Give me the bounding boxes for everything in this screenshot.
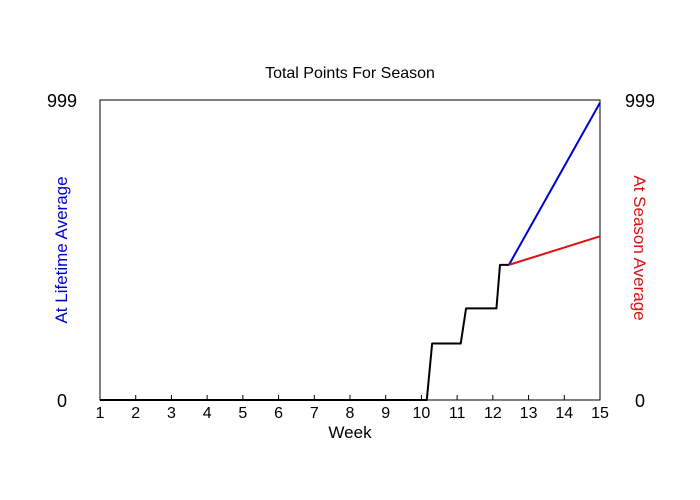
plot-area [99,99,601,401]
x-tick-label: 5 [238,405,247,422]
x-tick-label: 1 [96,405,105,422]
x-tick-label: 15 [591,405,609,422]
x-tick-label: 3 [167,405,176,422]
x-tick-label: 14 [555,405,573,422]
x-tick-label: 10 [413,405,431,422]
chart-title: Total Points For Season [265,65,435,82]
x-tick-label: 6 [274,405,283,422]
series-group [100,102,601,401]
series-line-lifetime [508,102,601,266]
x-axis-ticks: 1 2 3 4 5 6 7 8 9 10 11 12 13 14 15 [96,395,609,422]
x-tick-label: 9 [381,405,390,422]
left-axis-label: At Lifetime Average [52,176,71,323]
x-tick-label: 12 [484,405,502,422]
x-tick-label: 13 [520,405,538,422]
series-line-actual [100,263,509,401]
left-axis-max-label: 999 [47,91,77,111]
x-tick-label: 11 [449,405,466,422]
x-tick-label: 4 [203,405,212,422]
x-tick-label: 8 [346,405,355,422]
right-axis-label: At Season Average [630,175,649,320]
x-axis-label: Week [328,423,372,442]
x-tick-label: 2 [131,405,140,422]
left-axis-min-label: 0 [57,391,67,411]
right-axis-min-label: 0 [635,391,645,411]
x-tick-label: 7 [310,405,319,422]
series-line-season [508,235,601,266]
right-axis-max-label: 999 [625,91,655,111]
